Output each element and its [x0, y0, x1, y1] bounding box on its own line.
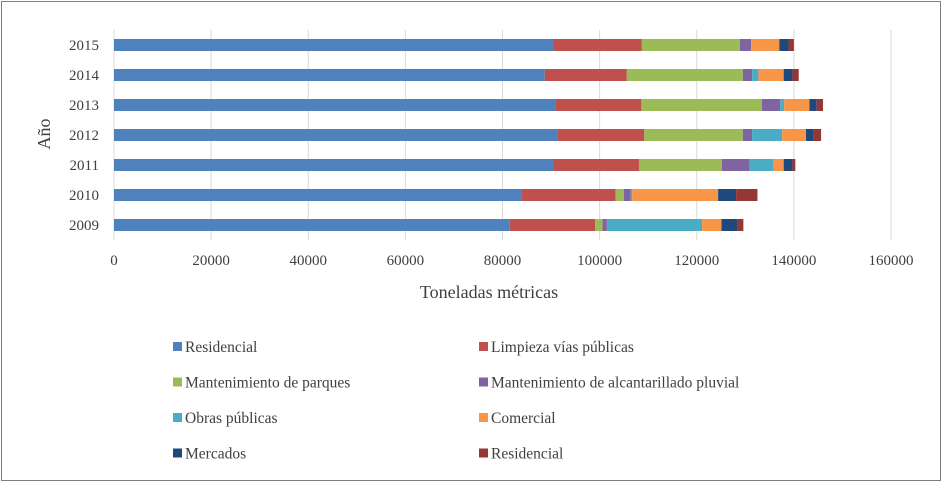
bar-2012-series-5 [782, 129, 807, 141]
y-tick-label-2014: 2014 [69, 68, 100, 84]
bar-2014-series-7 [792, 69, 799, 81]
legend-label-1: Limpieza vías públicas [491, 339, 634, 356]
bar-2015-series-5 [751, 39, 780, 51]
bar-2013-series-3 [761, 99, 781, 111]
bar-2012-series-2 [644, 129, 743, 141]
bar-2015-series-1 [553, 39, 642, 51]
legend-swatch-7 [479, 448, 488, 458]
bar-2013-series-2 [641, 99, 762, 111]
legend-label-7: Residencial [491, 446, 563, 463]
x-axis-title: Toneladas métricas [420, 282, 558, 302]
legend-swatch-3 [479, 377, 488, 387]
bar-2013-series-6 [809, 99, 817, 111]
bar-2010-series-0 [114, 189, 522, 201]
bar-2009-series-5 [702, 219, 722, 231]
bar-2012-series-7 [813, 129, 822, 141]
legend-swatch-4 [173, 413, 182, 422]
y-tick-label-2011: 2011 [70, 158, 99, 174]
x-tick-label-60000: 60000 [387, 253, 425, 269]
legend-swatch-2 [173, 377, 182, 387]
bar-2011-series-6 [783, 159, 793, 171]
bar-2009-series-0 [114, 219, 510, 231]
legend-swatch-6 [173, 448, 182, 458]
bar-2013-series-7 [816, 99, 824, 111]
bar-2009-series-7 [737, 219, 744, 231]
x-tick-label-120000: 120000 [674, 253, 719, 269]
bar-2014-series-0 [114, 69, 545, 81]
bar-2013-series-5 [784, 99, 810, 111]
legend-label-4: Obras públicas [185, 410, 278, 427]
bar-2010-series-4 [630, 189, 633, 201]
y-tick-label-2015: 2015 [69, 38, 99, 54]
legend-label-6: Mercados [185, 446, 246, 463]
bar-2015-series-2 [641, 39, 740, 51]
bar-2015-series-7 [788, 39, 794, 51]
bar-2014-series-4 [752, 69, 759, 81]
bar-2011-series-1 [553, 159, 639, 171]
legend-swatch-0 [173, 342, 182, 351]
bar-2011-series-3 [722, 159, 750, 171]
bar-2014-series-6 [783, 69, 793, 81]
x-tick-label-160000: 160000 [869, 253, 914, 269]
bar-2009-series-1 [509, 219, 596, 231]
bar-2012-series-4 [752, 129, 783, 141]
x-tick-label-140000: 140000 [771, 253, 816, 269]
bar-2013-series-4 [780, 99, 785, 111]
bar-2015-series-0 [114, 39, 554, 51]
legend: Residencial Limpieza vías públicas Manteni… [173, 339, 739, 463]
bar-2011-series-4 [749, 159, 773, 171]
bar-2010-series-7 [736, 189, 758, 201]
bar-2011-series-0 [114, 159, 554, 171]
y-tick-label-2013: 2013 [69, 98, 99, 114]
legend-swatch-5 [479, 413, 488, 422]
bar-2010-series-3 [623, 189, 631, 201]
x-tick-labels: 0 20000 40000 60000 80000 100000 120000 140000 1… [110, 253, 913, 269]
bar-2012-series-0 [114, 129, 558, 141]
bar-2014-series-3 [742, 69, 753, 81]
bar-2009-series-3 [602, 219, 607, 231]
bar-2011-series-7 [792, 159, 796, 171]
legend-label-0: Residencial [185, 339, 257, 356]
bar-2013-series-0 [114, 99, 556, 111]
legend-label-3: Mantenimiento de alcantarillado pluvial [491, 375, 739, 392]
bar-2014-series-2 [626, 69, 743, 81]
bar-2012-series-3 [742, 129, 753, 141]
bar-2011-series-2 [638, 159, 723, 171]
bar-2010-series-6 [718, 189, 737, 201]
y-axis-title: Año [34, 119, 54, 150]
bar-2012-series-6 [806, 129, 814, 141]
y-tick-label-2010: 2010 [69, 188, 99, 204]
bar-2012-series-1 [557, 129, 645, 141]
legend-label-2: Mantenimiento de parques [185, 375, 350, 392]
bar-2015-series-3 [739, 39, 752, 51]
bar-2009-series-4 [606, 219, 703, 231]
bar-2014-series-1 [544, 69, 627, 81]
legend-label-5: Comercial [491, 410, 556, 427]
bar-2009-series-6 [721, 219, 738, 231]
x-tick-label-80000: 80000 [484, 253, 522, 269]
bar-2013-series-1 [555, 99, 642, 111]
bar-2010-series-2 [615, 189, 624, 201]
x-tick-label-100000: 100000 [577, 253, 622, 269]
bar-2009-series-2 [595, 219, 603, 231]
x-tick-label-0: 0 [110, 253, 118, 269]
x-tick-label-20000: 20000 [192, 253, 230, 269]
bar-2010-series-1 [521, 189, 616, 201]
bar-2015-series-6 [779, 39, 789, 51]
bar-2011-series-5 [772, 159, 784, 171]
y-tick-labels: 2015 2014 2013 2012 2011 2010 2009 [69, 38, 100, 234]
bar-2014-series-5 [758, 69, 784, 81]
bar-2010-series-5 [632, 189, 719, 201]
y-tick-label-2012: 2012 [69, 128, 99, 144]
x-tick-label-40000: 40000 [290, 253, 328, 269]
legend-swatch-1 [479, 342, 488, 351]
bars [114, 39, 824, 231]
y-tick-label-2009: 2009 [69, 218, 99, 234]
